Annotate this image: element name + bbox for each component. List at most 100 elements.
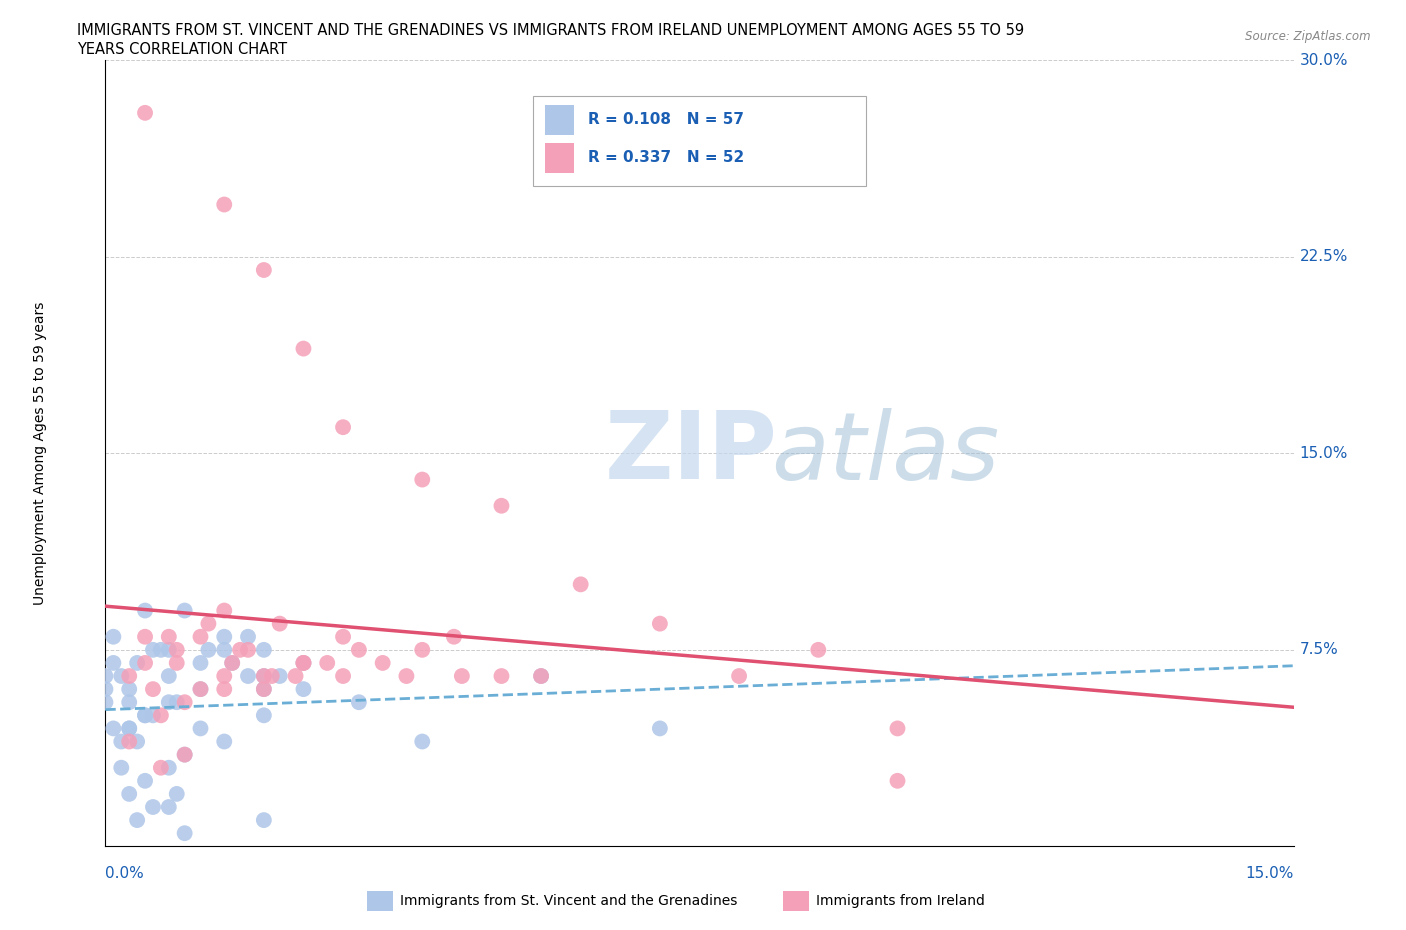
Point	[197, 643, 219, 658]
Point	[284, 669, 307, 684]
Point	[253, 708, 276, 723]
Text: R = 0.337   N = 52: R = 0.337 N = 52	[588, 150, 744, 165]
Text: Immigrants from St. Vincent and the Grenadines: Immigrants from St. Vincent and the Gren…	[401, 894, 738, 908]
Point	[94, 695, 117, 710]
Text: 22.5%: 22.5%	[1299, 249, 1348, 264]
Point	[347, 643, 370, 658]
Point	[134, 105, 156, 120]
Point	[886, 721, 908, 736]
Text: IMMIGRANTS FROM ST. VINCENT AND THE GRENADINES VS IMMIGRANTS FROM IRELAND UNEMPL: IMMIGRANTS FROM ST. VINCENT AND THE GREN…	[77, 23, 1025, 38]
Text: 0.0%: 0.0%	[105, 866, 145, 881]
Point	[190, 656, 212, 671]
Point	[166, 787, 188, 802]
Point	[260, 669, 283, 684]
Point	[332, 419, 354, 434]
Point	[118, 721, 141, 736]
Text: 15.0%: 15.0%	[1246, 866, 1294, 881]
Point	[149, 708, 172, 723]
Point	[221, 656, 243, 671]
Point	[157, 761, 180, 776]
Point	[292, 656, 315, 671]
Point	[491, 498, 513, 513]
Point	[134, 656, 156, 671]
Point	[134, 708, 156, 723]
Text: ZIP: ZIP	[605, 407, 778, 499]
Point	[110, 734, 132, 749]
Point	[214, 643, 236, 658]
Point	[134, 630, 156, 644]
Point	[173, 826, 195, 841]
Point	[157, 800, 180, 815]
FancyBboxPatch shape	[546, 143, 574, 173]
Point	[197, 617, 219, 631]
Text: Source: ZipAtlas.com: Source: ZipAtlas.com	[1246, 30, 1371, 43]
Point	[103, 656, 125, 671]
Point	[411, 734, 433, 749]
Point	[142, 708, 165, 723]
Point	[110, 761, 132, 776]
Point	[648, 721, 671, 736]
Point	[253, 669, 276, 684]
Point	[118, 787, 141, 802]
Point	[157, 669, 180, 684]
Point	[94, 669, 117, 684]
Point	[149, 643, 172, 658]
Point	[292, 656, 315, 671]
Point	[253, 669, 276, 684]
Text: Immigrants from Ireland: Immigrants from Ireland	[815, 894, 984, 908]
Text: YEARS CORRELATION CHART: YEARS CORRELATION CHART	[77, 42, 287, 57]
Point	[118, 695, 141, 710]
Point	[530, 669, 553, 684]
Point	[347, 695, 370, 710]
Text: Unemployment Among Ages 55 to 59 years: Unemployment Among Ages 55 to 59 years	[34, 301, 48, 605]
Point	[190, 682, 212, 697]
Point	[142, 682, 165, 697]
Text: 30.0%: 30.0%	[1299, 53, 1348, 68]
Point	[728, 669, 751, 684]
Point	[292, 656, 315, 671]
Point	[166, 695, 188, 710]
Point	[253, 682, 276, 697]
Point	[807, 643, 830, 658]
Text: R = 0.108   N = 57: R = 0.108 N = 57	[588, 112, 744, 126]
Point	[166, 643, 188, 658]
Point	[411, 643, 433, 658]
FancyBboxPatch shape	[783, 891, 808, 910]
Point	[103, 630, 125, 644]
Point	[292, 682, 315, 697]
Point	[214, 682, 236, 697]
Point	[214, 734, 236, 749]
Point	[173, 695, 195, 710]
Point	[190, 630, 212, 644]
FancyBboxPatch shape	[546, 105, 574, 135]
Point	[127, 734, 149, 749]
Point	[269, 617, 291, 631]
Point	[142, 643, 165, 658]
Point	[236, 630, 259, 644]
Point	[491, 669, 513, 684]
Point	[316, 656, 339, 671]
Point	[292, 341, 315, 356]
Point	[157, 630, 180, 644]
Point	[253, 813, 276, 828]
Point	[118, 682, 141, 697]
Text: 7.5%: 7.5%	[1299, 643, 1339, 658]
Point	[221, 656, 243, 671]
Point	[149, 761, 172, 776]
Point	[332, 669, 354, 684]
Point	[190, 682, 212, 697]
Point	[173, 747, 195, 762]
Point	[214, 630, 236, 644]
Point	[157, 643, 180, 658]
Text: atlas: atlas	[770, 408, 1000, 498]
Point	[110, 669, 132, 684]
Point	[253, 643, 276, 658]
Point	[173, 604, 195, 618]
Point	[269, 669, 291, 684]
Point	[450, 669, 472, 684]
Point	[134, 774, 156, 789]
Point	[648, 617, 671, 631]
Point	[190, 721, 212, 736]
Point	[886, 774, 908, 789]
FancyBboxPatch shape	[367, 891, 392, 910]
